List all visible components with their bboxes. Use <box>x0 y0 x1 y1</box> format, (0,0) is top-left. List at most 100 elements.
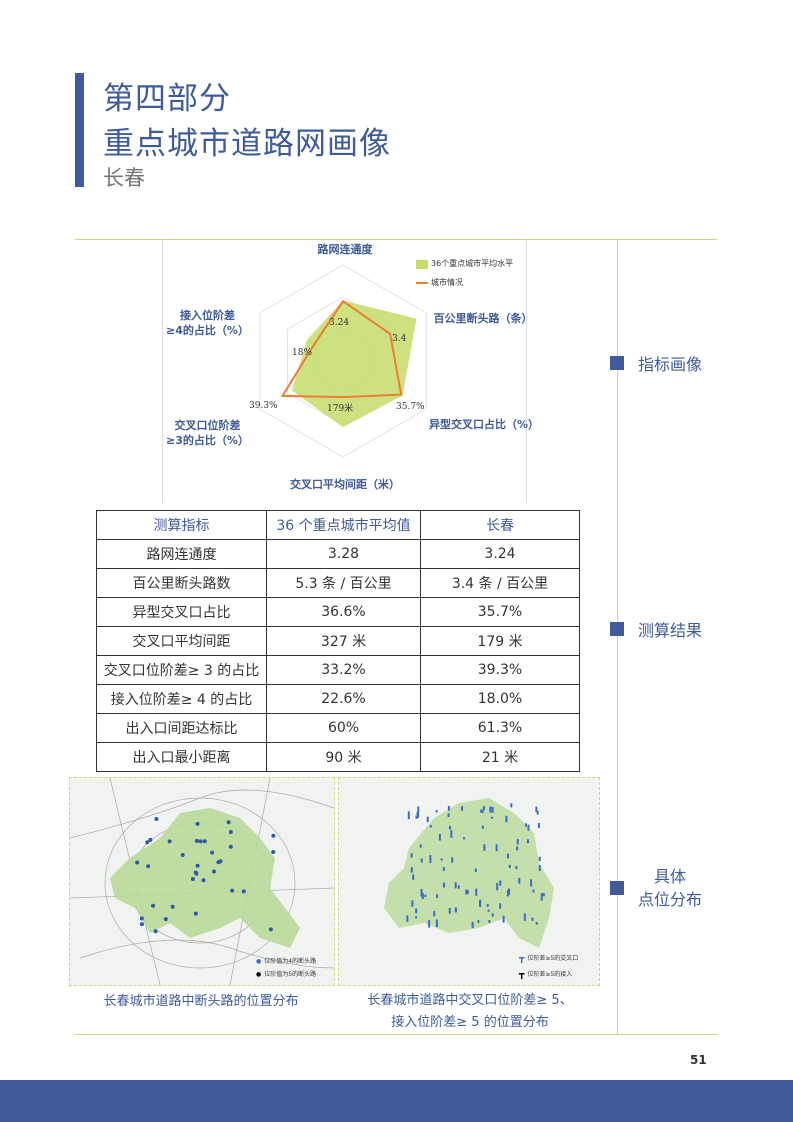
axis-label-text: ≥3的占比（%） <box>166 434 249 447</box>
side-label-distribution: 具体 点位分布 <box>610 865 702 911</box>
map-marker <box>410 853 413 858</box>
table-cell: 61.3% <box>420 713 580 743</box>
map-marker <box>499 903 502 909</box>
data-label-1: 3.4 <box>392 334 407 344</box>
map-marker <box>465 889 468 895</box>
map-marker <box>537 823 540 828</box>
axis-label-text: 路网连通度 <box>317 243 373 256</box>
page-title: 重点城市道路网画像 <box>103 126 391 162</box>
table-row: 交叉口平均间距 327 米 179 米 <box>96 626 580 656</box>
map-marker <box>201 878 206 883</box>
results-table: 测算指标 36 个重点城市平均值 长春 路网连通度 3.28 3.24 百公里断头路数… <box>96 510 580 772</box>
map-marker <box>532 889 535 893</box>
map-marker <box>241 889 246 894</box>
map-marker <box>435 919 438 928</box>
map-marker <box>228 829 233 834</box>
chart-frame-left <box>162 239 163 503</box>
map-marker <box>495 844 498 852</box>
map-marker <box>135 860 140 865</box>
legend-text: 36个重点城市平均水平 <box>431 259 514 268</box>
map-marker <box>218 859 223 864</box>
map-marker <box>496 882 499 891</box>
map-marker <box>415 908 418 914</box>
map-marker <box>412 874 415 880</box>
map-marker <box>193 911 198 916</box>
map-legend-item: ● 位阶值为4的断头路 <box>256 958 316 966</box>
table-cell: 出入口最小距离 <box>96 742 267 772</box>
map-marker <box>508 864 511 869</box>
table-cell: 交叉口平均间距 <box>96 626 267 656</box>
map-marker <box>491 806 494 813</box>
map-marker <box>506 890 509 897</box>
map-marker <box>167 839 172 844</box>
map-marker <box>538 865 541 871</box>
map-level-differences: ┳ 位阶差≥5的交叉口 ┳ 位阶差≥5的接入 <box>338 777 600 986</box>
side-label-results: 测算结果 <box>610 617 702 641</box>
page-number: 51 <box>690 1053 707 1067</box>
axis-label-text: 百公里断头路（条） <box>433 312 533 325</box>
table-cell: 90 米 <box>266 742 421 772</box>
map-marker <box>451 857 454 863</box>
axis-label-text: 交叉口位阶差 <box>174 419 241 432</box>
chart-frame-right <box>526 239 527 503</box>
table-row: 接入位阶差≥ 4 的占比 22.6% 18.0% <box>96 684 580 714</box>
map-marker <box>530 879 533 887</box>
axis-label-1: 百公里断头路（条） <box>428 311 538 326</box>
table-cell: 接入位阶差≥ 4 的占比 <box>96 684 267 714</box>
blue-dot-icon: ● <box>256 958 262 965</box>
map-marker <box>510 803 513 808</box>
legend-text: 位阶差≥5的交叉口 <box>527 955 579 962</box>
axis-label-text: ≥4的占比（%） <box>166 324 249 337</box>
map-marker <box>479 899 482 908</box>
divider-top <box>75 239 717 240</box>
map-marker <box>228 844 233 849</box>
map-marker <box>195 821 200 826</box>
table-row: 异型交叉口占比 36.6% 35.7% <box>96 597 580 627</box>
map-marker <box>438 833 441 841</box>
map-marker <box>454 882 457 889</box>
legend-text: 位阶值为4的断头路 <box>264 958 317 965</box>
map-marker <box>435 810 438 813</box>
map-marker <box>170 904 175 909</box>
map-marker <box>212 869 217 874</box>
map-marker <box>436 894 439 898</box>
map-marker <box>153 929 158 934</box>
map-marker <box>426 816 429 823</box>
axis-label-3: 交叉口平均间距（米） <box>280 477 410 492</box>
map-marker <box>230 888 235 893</box>
map-marker <box>421 893 424 900</box>
map-caption-left: 长春城市道路中断头路的位置分布 <box>103 994 299 1009</box>
table-cell: 5.3 条 / 百公里 <box>266 568 421 598</box>
side-label-line-2: 点位分布 <box>638 890 703 909</box>
map-marker <box>271 833 276 838</box>
table-cell: 百公里断头路数 <box>96 568 267 598</box>
map-marker <box>440 858 443 861</box>
map-marker <box>415 916 418 919</box>
map-marker <box>540 893 543 901</box>
axis-label-text: 异型交叉口占比（%） <box>428 418 540 431</box>
radar-chart <box>259 264 427 458</box>
map-marker <box>420 858 423 863</box>
side-label-profile: 指标画像 <box>610 351 702 375</box>
header-cell: 长春 <box>420 510 580 540</box>
table-row: 交叉口位阶差≥ 3 的占比 33.2% 39.3% <box>96 655 580 685</box>
table-cell: 出入口间距达标比 <box>96 713 267 743</box>
map-marker <box>535 806 538 813</box>
table-cell: 327 米 <box>266 626 421 656</box>
side-label-text: 具体 点位分布 <box>638 865 702 911</box>
map-marker <box>454 909 457 913</box>
table-cell: 36.6% <box>266 597 421 627</box>
divider-bottom <box>75 1034 717 1035</box>
table-cell: 179 米 <box>420 626 580 656</box>
table-cell: 3.24 <box>420 539 580 569</box>
map-marker <box>482 806 485 811</box>
map-marker <box>195 863 200 868</box>
table-cell: 3.4 条 / 百公里 <box>420 568 580 598</box>
footer-band <box>0 1080 793 1122</box>
map-marker <box>226 820 231 825</box>
map-marker <box>508 888 511 896</box>
map-marker <box>154 817 159 822</box>
map-marker <box>516 839 519 845</box>
map-marker <box>410 867 413 873</box>
